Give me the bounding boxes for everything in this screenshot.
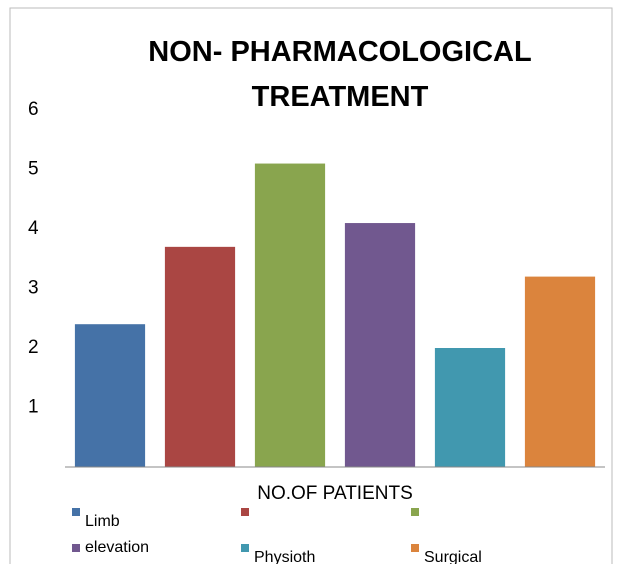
y-tick-label: 5: [28, 159, 39, 180]
bar: [74, 324, 146, 467]
bar: [164, 246, 236, 467]
legend-swatch: [411, 544, 419, 552]
legend-swatch: [241, 544, 249, 552]
bar: [344, 223, 416, 467]
y-tick-label: 3: [28, 278, 39, 299]
legend-label: Limb elevation: [85, 513, 150, 556]
y-tick-label: 4: [28, 218, 39, 239]
x-axis-title: NO.OF PATIENTS: [257, 483, 413, 504]
y-tick-label: 6: [28, 99, 39, 120]
legend-swatch: [72, 508, 80, 516]
bar: [254, 163, 326, 468]
legend-label: Physioth: [254, 549, 316, 564]
y-tick-label: 1: [28, 397, 39, 418]
legend-swatch: [72, 544, 80, 552]
chart-title: NON- PHARMACOLOGICAL TREATMENT: [148, 36, 532, 113]
legend-swatch: [241, 508, 249, 516]
bar: [434, 348, 506, 467]
legend-swatch: [411, 508, 419, 516]
legend-label: Surgical: [424, 549, 482, 564]
y-tick-label: 2: [28, 337, 39, 358]
frame: [9, 7, 613, 564]
bar: [524, 276, 596, 467]
